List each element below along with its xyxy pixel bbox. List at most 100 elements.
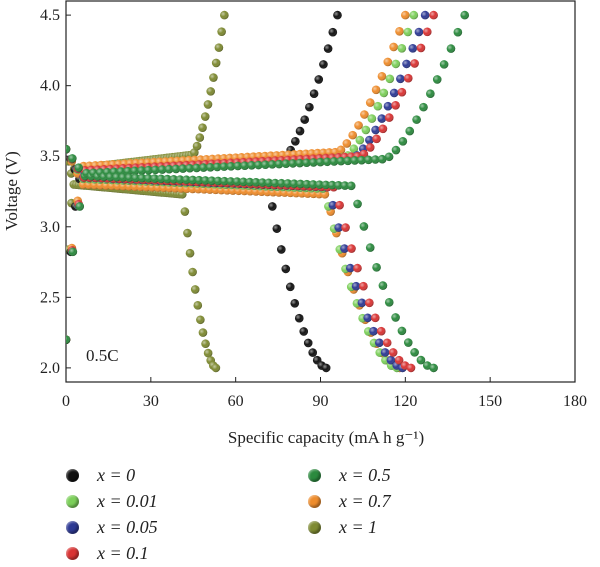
data-point bbox=[460, 10, 470, 20]
data-point bbox=[329, 157, 339, 166]
data-point bbox=[353, 263, 362, 273]
data-point bbox=[340, 244, 349, 253]
y-tick-label: 3.5 bbox=[40, 148, 60, 165]
data-point bbox=[355, 135, 365, 145]
data-point bbox=[322, 157, 332, 167]
data-point bbox=[384, 113, 394, 122]
data-point bbox=[291, 137, 300, 146]
data-point bbox=[137, 173, 147, 183]
data-point bbox=[365, 98, 375, 107]
legend: x = 0 x = 0.5 x = 0.01 x = 0.7 x = 0.05 x = 1… bbox=[62, 463, 582, 567]
data-point bbox=[125, 173, 134, 182]
legend-label: x = 0.7 bbox=[339, 490, 391, 511]
data-point bbox=[334, 181, 343, 190]
data-point bbox=[380, 348, 390, 357]
data-point bbox=[270, 178, 280, 188]
data-point bbox=[178, 164, 188, 173]
legend-label: x = 0.01 bbox=[97, 490, 158, 511]
data-point bbox=[323, 44, 333, 53]
data-point bbox=[314, 75, 324, 84]
data-point bbox=[340, 181, 350, 190]
data-point bbox=[343, 156, 353, 166]
data-point bbox=[182, 175, 191, 185]
data-point bbox=[384, 297, 394, 307]
data-point bbox=[188, 175, 198, 185]
data-point bbox=[416, 43, 426, 53]
data-point bbox=[347, 244, 356, 253]
data-point bbox=[315, 180, 324, 189]
data-point bbox=[66, 144, 71, 154]
data-point bbox=[371, 155, 380, 164]
data-point bbox=[334, 223, 343, 232]
data-point bbox=[336, 156, 346, 166]
data-point bbox=[305, 102, 314, 112]
data-point bbox=[211, 363, 221, 373]
data-point bbox=[201, 176, 210, 185]
data-point bbox=[198, 123, 207, 132]
data-point bbox=[409, 10, 419, 20]
data-point bbox=[391, 59, 401, 69]
data-point bbox=[274, 159, 284, 169]
data-point bbox=[118, 173, 128, 182]
data-point bbox=[137, 166, 146, 175]
data-point bbox=[321, 363, 331, 373]
legend-item: x = 0.5 bbox=[308, 463, 391, 487]
data-point bbox=[192, 163, 201, 173]
data-point bbox=[426, 89, 435, 98]
data-point bbox=[336, 145, 346, 155]
data-point bbox=[268, 202, 277, 211]
x-tick-label: 120 bbox=[393, 393, 417, 410]
data-point bbox=[369, 326, 378, 336]
data-point bbox=[226, 162, 236, 171]
data-point bbox=[281, 159, 291, 169]
data-point bbox=[123, 166, 133, 176]
data-point bbox=[175, 175, 185, 184]
data-point bbox=[190, 148, 199, 157]
data-point bbox=[389, 88, 399, 98]
data-point bbox=[378, 124, 388, 134]
data-point bbox=[66, 335, 71, 344]
data-point bbox=[163, 174, 172, 184]
data-point bbox=[350, 156, 360, 165]
data-point bbox=[288, 159, 298, 168]
data-point bbox=[410, 59, 419, 68]
data-point bbox=[412, 115, 421, 124]
data-point bbox=[277, 245, 286, 254]
data-point bbox=[188, 267, 197, 277]
data-point bbox=[283, 179, 293, 188]
data-point bbox=[68, 247, 78, 257]
data-point bbox=[277, 178, 286, 188]
data-point bbox=[220, 176, 229, 186]
legend-swatch bbox=[308, 468, 321, 482]
data-point bbox=[377, 114, 387, 123]
data-point bbox=[341, 223, 350, 232]
data-point bbox=[183, 228, 192, 238]
legend-label: x = 0.05 bbox=[97, 516, 158, 537]
data-point bbox=[406, 363, 416, 373]
data-point bbox=[206, 87, 216, 96]
data-point bbox=[353, 199, 362, 209]
data-point bbox=[365, 143, 375, 152]
data-point bbox=[367, 114, 377, 123]
legend-item: x = 0.1 bbox=[66, 541, 149, 565]
data-point bbox=[327, 180, 337, 190]
data-point bbox=[151, 165, 160, 175]
data-point bbox=[309, 89, 319, 98]
data-point bbox=[453, 27, 463, 37]
data-point bbox=[365, 135, 374, 145]
data-point bbox=[185, 163, 195, 173]
data-point bbox=[180, 207, 190, 216]
data-point bbox=[169, 174, 179, 184]
y-axis-title: Voltage (V) bbox=[2, 151, 21, 230]
data-point bbox=[348, 130, 357, 140]
legend-swatch bbox=[66, 494, 79, 508]
data-point bbox=[74, 163, 83, 172]
data-point bbox=[335, 200, 344, 210]
data-point bbox=[164, 164, 174, 174]
data-point bbox=[373, 101, 383, 111]
data-point bbox=[281, 264, 291, 274]
data-point bbox=[397, 87, 407, 97]
data-point bbox=[206, 162, 215, 172]
data-point bbox=[394, 355, 404, 365]
data-point bbox=[240, 161, 250, 170]
